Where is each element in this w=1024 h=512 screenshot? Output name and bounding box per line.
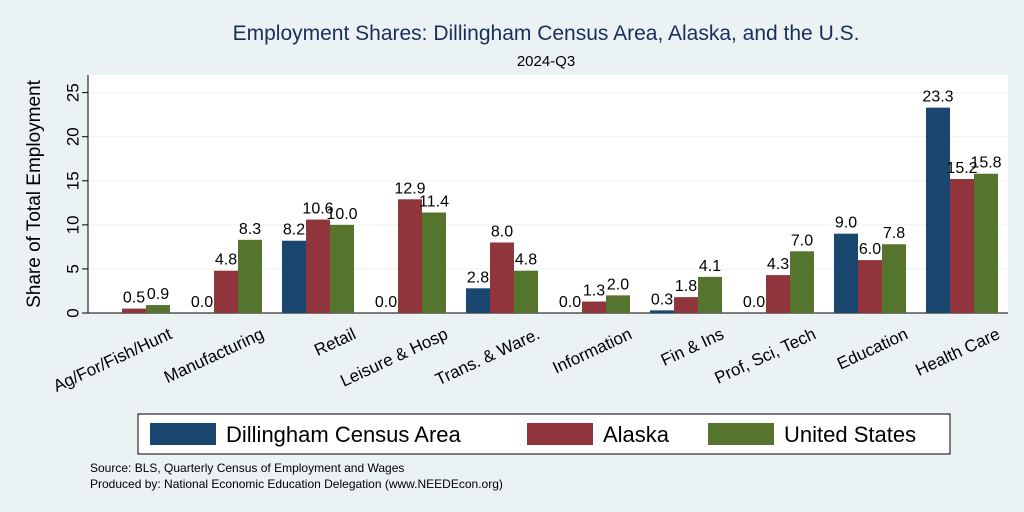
data-labels: 0.5 0.9 0.04.88.3 8.210.610.00.012.911.42.8… [123,89,1002,311]
data-label-dillingham: 0.0 [559,294,581,311]
chart-subtitle: 2024-Q3 [517,53,575,70]
bar-united-states [422,212,446,313]
data-label-united-states: 7.8 [883,225,905,242]
bar-alaska [582,301,606,313]
producer-note: Produced by: National Economic Education… [90,477,503,491]
data-label-dillingham: 8.2 [283,222,305,239]
data-label-united-states: 15.8 [970,155,1001,172]
legend-swatch-dillingham [150,423,216,445]
bar-alaska [122,308,146,313]
legend-swatch-alaska [527,423,593,445]
bar-united-states [698,276,722,313]
data-label-alaska: 1.3 [583,283,605,300]
data-label-dillingham: 0.0 [191,294,213,311]
data-label-united-states: 4.1 [699,258,721,275]
bar-dillingham [834,233,858,313]
data-label-united-states: 2.0 [607,276,629,293]
y-tick-label: 15 [63,171,82,190]
source-note: Source: BLS, Quarterly Census of Employm… [90,461,404,475]
bar-united-states [514,270,538,313]
y-axis-title: Share of Total Employment [24,79,45,307]
data-label-united-states: 0.9 [147,286,169,303]
y-tick-label: 20 [63,127,82,146]
data-label-united-states: 7.0 [791,232,813,249]
y-tick-label: 25 [63,83,82,102]
y-tick-label: 10 [63,215,82,234]
bar-dillingham [650,310,674,313]
legend-swatch-united-states [708,423,774,445]
bar-united-states [882,244,906,313]
data-label-dillingham: 23.3 [922,89,953,106]
bar-dillingham [926,107,950,314]
y-tick-label: 5 [63,264,82,273]
data-label-alaska: 8.0 [491,223,513,240]
bar-alaska [490,242,514,313]
data-label-united-states: 8.3 [239,221,261,238]
data-label-alaska: 10.6 [302,201,333,218]
bar-united-states [974,173,998,313]
bar-alaska [858,260,882,313]
data-label-alaska: 15.2 [946,160,977,177]
bar-alaska [674,297,698,313]
bar-united-states [790,251,814,313]
data-label-alaska: 4.8 [215,252,237,269]
bar-alaska [214,270,238,313]
data-label-dillingham: 0.0 [375,294,397,311]
data-label-united-states: 4.8 [515,252,537,269]
data-label-united-states: 10.0 [326,206,357,223]
data-label-dillingham: 9.0 [835,215,857,232]
y-tick-label: 0 [63,308,82,317]
bar-alaska [398,199,422,313]
bars [122,107,998,314]
bar-dillingham [466,288,490,313]
legend-label-united-states: United States [784,422,916,447]
bar-united-states [606,295,630,313]
data-label-dillingham: 2.8 [467,269,489,286]
data-label-alaska: 0.5 [123,290,145,307]
legend: Dillingham Census Area Alaska United Sta… [137,413,951,455]
bar-dillingham [282,240,306,313]
data-label-united-states: 11.4 [419,194,449,211]
legend-label-alaska: Alaska [603,422,670,447]
data-label-dillingham: 0.3 [651,291,673,308]
bar-united-states [330,224,354,313]
chart-title: Employment Shares: Dillingham Census Are… [233,22,860,45]
data-label-dillingham: 0.0 [743,294,765,311]
bar-united-states [238,239,262,313]
data-label-alaska: 6.0 [859,241,881,258]
bar-alaska [766,275,790,313]
legend-label-dillingham: Dillingham Census Area [226,422,462,447]
bar-alaska [950,179,974,313]
bar-united-states [146,305,170,313]
data-label-alaska: 4.3 [767,256,789,273]
data-label-alaska: 1.8 [675,278,697,295]
bar-alaska [306,219,330,313]
data-label-alaska: 12.9 [394,180,425,197]
